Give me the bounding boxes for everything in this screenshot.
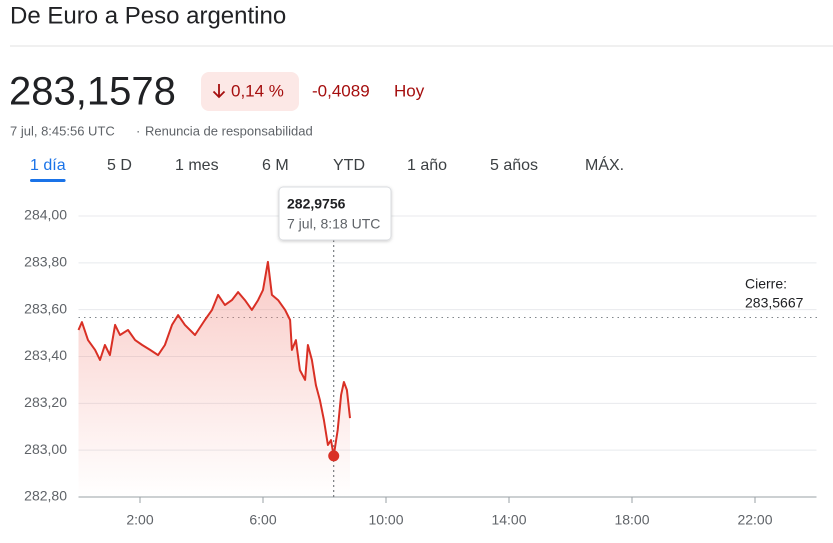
price-line [77,260,351,457]
tab[interactable]: 5 años [490,157,538,174]
tab[interactable]: YTD [333,157,365,174]
y-tick-label: 282,80 [24,488,67,504]
separator-dot: · [136,123,140,138]
area-fill [78,261,351,497]
timestamp: 7 jul, 8:45:56 UTC [10,123,115,138]
change-period: Hoy [394,81,425,100]
tab[interactable]: 1 año [407,157,447,174]
close-label: Cierre: [745,276,787,292]
x-tick-label: 6:00 [249,512,276,528]
y-tick-label: 283,80 [24,254,67,270]
tab[interactable]: 1 mes [175,157,219,174]
y-tick-label: 283,60 [24,300,67,316]
title: De Euro a Peso argentino [10,2,286,29]
disclaimer-link[interactable]: Renuncia de responsabilidad [145,123,313,138]
tab[interactable]: 5 D [107,157,132,174]
tooltip-value: 282,9756 [287,196,346,212]
x-tick-label: 22:00 [737,512,772,528]
change-pct: 0,14 % [231,81,284,100]
down-arrow-icon [212,84,226,99]
x-tick-label: 2:00 [126,512,153,528]
change-badge [201,72,299,111]
y-tick-label: 283,20 [24,394,67,410]
y-tick-label: 283,40 [24,347,67,363]
close-value: 283,5667 [745,295,804,311]
tooltip-time: 7 jul, 8:18 UTC [287,216,380,232]
price: 283,1578 [9,70,176,114]
tooltip-box [278,186,392,241]
tab[interactable]: 6 M [262,157,289,174]
tab[interactable]: MÁX. [585,155,624,174]
hover-point [328,450,340,462]
plot: 282,80 283,00 283,20 283,40 283,60 283,80 284,… [24,186,821,528]
tab[interactable]: 1 día [30,157,66,174]
x-tick-label: 14:00 [491,512,526,528]
x-tick-label: 10:00 [368,512,403,528]
tab-bar: 1 día 5 D 1 mes 6 M YTD 1 año 5 años MÁX. [30,155,624,182]
y-tick-label: 283,00 [24,441,67,457]
y-tick-label: 284,00 [24,207,67,223]
x-tick-label: 18:00 [614,512,649,528]
tab-underline [30,179,66,182]
change-abs: -0,4089 [312,81,370,100]
